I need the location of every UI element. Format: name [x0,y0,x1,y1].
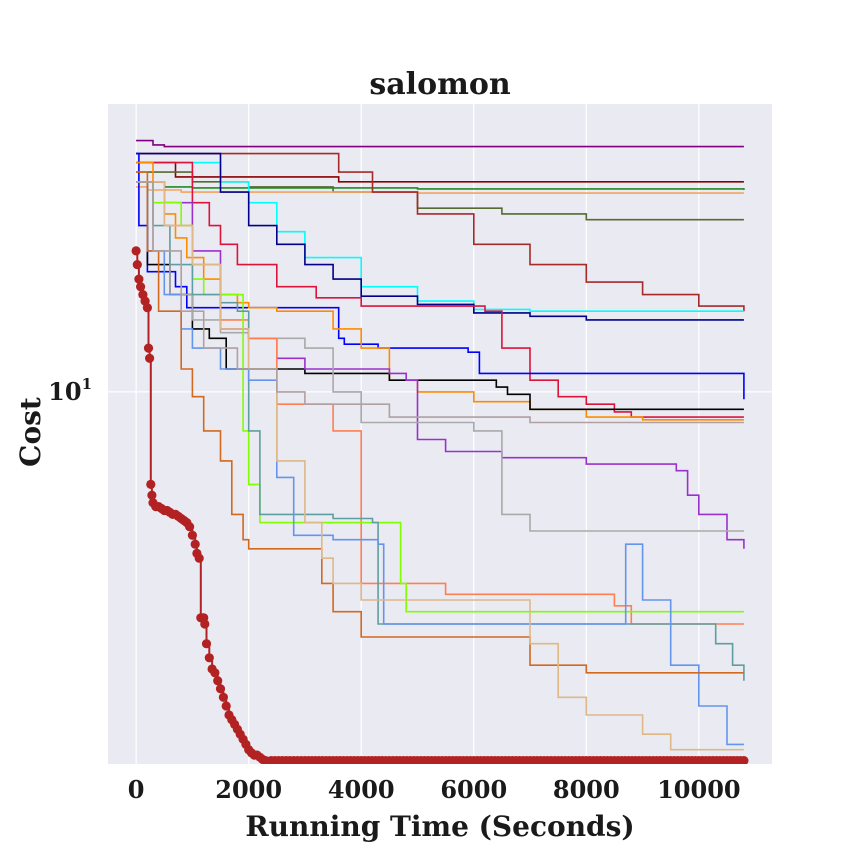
data-point [200,619,210,629]
data-point [296,756,306,764]
data-point [145,353,155,363]
series-line [136,152,745,312]
data-point [132,260,142,270]
data-point [147,490,157,500]
data-point [215,684,226,694]
data-point [493,756,503,764]
x-tick-label: 6000 [440,775,507,804]
data-point [185,522,195,532]
data-point [634,756,644,764]
series-line [136,152,744,321]
series-line [136,181,745,681]
chart-title: salomon [369,67,510,102]
data-point [662,756,672,764]
x-tick-labels: 0 2000 4000 6000 8000 10000 [128,775,741,804]
data-point [146,479,156,489]
data-point [325,756,335,764]
data-point [353,756,363,764]
x-tick-label: 2000 [215,775,282,804]
data-point [210,668,220,678]
data-point [550,756,560,764]
data-point [143,343,154,353]
series-layer [131,139,749,764]
data-point [606,756,616,764]
data-point [690,756,700,764]
x-tick-label: 8000 [553,775,620,804]
data-point [142,303,152,313]
x-tick-label: 10000 [657,775,741,804]
data-point [194,553,204,563]
data-point [521,756,532,764]
data-point [465,756,475,764]
y-tick-labels: 101 [48,375,92,406]
y-tick-label: 101 [48,375,92,406]
data-point [285,756,295,764]
data-point [213,676,223,686]
data-point [201,639,212,649]
x-axis-label: Running Time (Seconds) [245,810,634,843]
x-tick-label: 0 [128,775,145,804]
data-point [274,756,284,764]
x-tick-label: 4000 [328,775,395,804]
data-point [190,539,200,549]
data-point [381,756,391,764]
data-point [134,274,144,284]
data-point [735,756,746,764]
data-point [187,530,197,540]
data-point [578,756,588,764]
data-point [136,282,146,292]
data-point [221,701,231,711]
series-line [136,171,744,674]
data-point [131,246,141,256]
data-point [437,756,447,764]
data-point [204,653,214,663]
series-line [136,152,745,400]
data-point [218,692,228,702]
series-line [136,161,744,418]
y-axis-label: Cost [14,397,47,467]
data-point [409,756,419,764]
data-point [718,756,729,764]
series-line [136,181,744,424]
series-markers [131,246,749,764]
series-line [136,181,744,751]
series-line [136,139,744,148]
